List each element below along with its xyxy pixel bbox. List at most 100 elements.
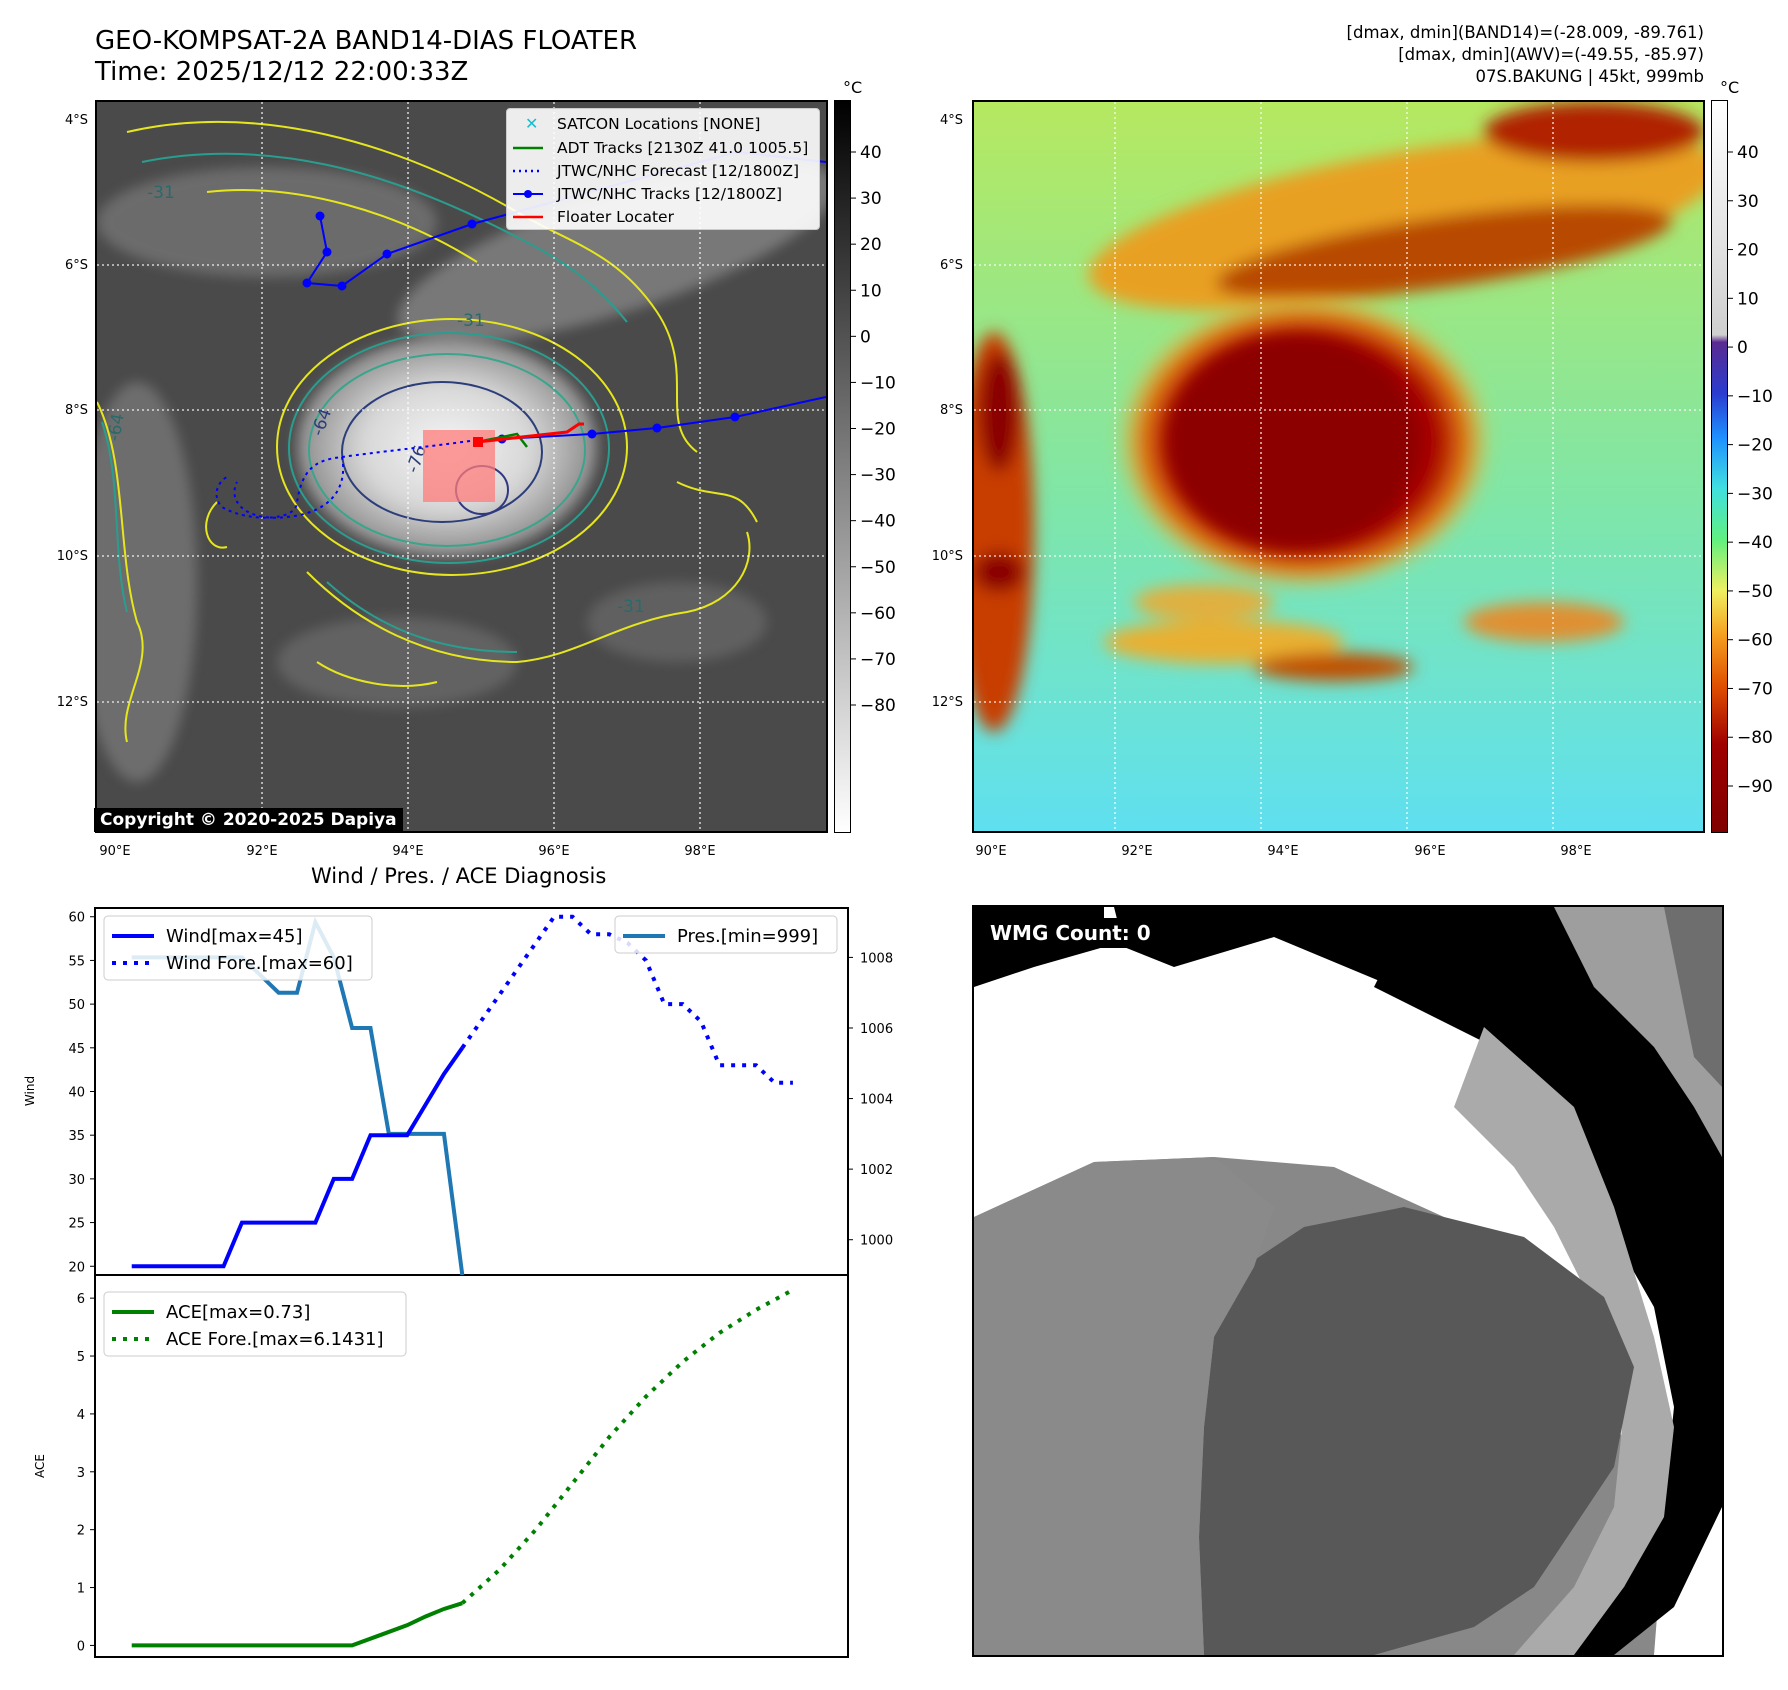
wind-legend	[103, 915, 373, 981]
lat-label: 12°S	[57, 695, 88, 710]
contour-label: -31	[617, 597, 645, 617]
wind-axis-tick-label: 25	[68, 1217, 85, 1232]
floater-locater-line[interactable]	[476, 422, 584, 444]
gray-tick-label: −10	[860, 373, 896, 393]
wind-axis-tick-label: 35	[68, 1129, 85, 1144]
gray-colorbar-unit: °C	[843, 78, 863, 97]
color-colorbar	[1711, 100, 1728, 833]
wind-axis-tick-label: 60	[68, 911, 85, 926]
legend-forecast: JTWC/NHC Forecast [12/1800Z]	[556, 162, 799, 180]
color-map-svg	[974, 102, 1703, 831]
color-tick-label: −30	[1737, 484, 1773, 504]
contour-label: -31	[147, 183, 175, 203]
contour-label: -64	[104, 412, 129, 443]
ace-line[interactable]	[131, 1601, 463, 1648]
lat-label-right: 10°S	[932, 549, 963, 564]
color-tick-label: 0	[1737, 338, 1748, 358]
map-legend-svg: ✕ SATCON Locations [NONE] ADT Tracks [21…	[513, 114, 808, 226]
wmg-count-badge: WMG Count: 0	[982, 918, 1159, 948]
wmg-panel[interactable]	[972, 905, 1724, 1657]
lon-label-right: 94°E	[1267, 844, 1298, 859]
gray-tick-label: −60	[860, 604, 896, 624]
lon-label-right: 90°E	[975, 844, 1006, 859]
wind-axis-tick-label: 40	[68, 1086, 85, 1101]
wind-axis-tick-label: 50	[68, 998, 85, 1013]
map-legend: ✕ SATCON Locations [NONE] ADT Tracks [21…	[506, 108, 820, 230]
gray-tick-label: 20	[860, 235, 882, 255]
lat-label-right: 12°S	[932, 695, 963, 710]
color-tick-label: −90	[1737, 777, 1773, 797]
svg-text:✕: ✕	[525, 114, 538, 133]
ace-axis-tick-label: 4	[77, 1408, 85, 1423]
color-tick-label: 10	[1737, 289, 1759, 309]
ace-axis-tick-label: 0	[77, 1639, 85, 1654]
title-satellite: GEO-KOMPSAT-2A BAND14-DIAS FLOATER	[95, 26, 638, 56]
lon-label-right: 92°E	[1121, 844, 1152, 859]
diagnosis-chart[interactable]: 202530354045505560Wind100010021004100610…	[0, 900, 900, 1690]
color-tick-label: −20	[1737, 436, 1773, 456]
gray-tick-label: 40	[860, 143, 882, 163]
legend-tracks: JTWC/NHC Tracks [12/1800Z]	[556, 185, 782, 203]
contour-label: -31	[457, 311, 485, 331]
ace-forecast-line[interactable]	[460, 1288, 794, 1605]
legend-floater: Floater Locater	[557, 208, 675, 226]
gray-colorbar	[834, 100, 851, 833]
gray-tick-label: −50	[860, 558, 896, 578]
band14-range: [dmax, dmin](BAND14)=(-28.009, -89.761)	[1346, 23, 1704, 42]
pressure-legend-label: Pres.[min=999]	[677, 926, 818, 947]
color-tick-label: 40	[1737, 143, 1759, 163]
color-map-panel[interactable]	[972, 100, 1705, 833]
lon-label: 98°E	[684, 844, 715, 859]
copyright-badge: Copyright © 2020-2025 Dapiya	[94, 808, 403, 832]
gray-tick-label: 0	[860, 327, 871, 347]
ace-legend-label: ACE[max=0.73]	[166, 1302, 310, 1323]
ace-legend-label: ACE Fore.[max=6.1431]	[166, 1329, 384, 1350]
color-tick-label: 20	[1737, 241, 1759, 261]
pressure-axis-tick-label: 1002	[860, 1163, 893, 1178]
gray-colorbar-ticks: 40 30 20 10 0 −10 −20 −30 −40 −50 −60 −70 −80	[851, 143, 896, 716]
color-tick-label: 30	[1737, 192, 1759, 212]
gray-tick-label: 10	[860, 281, 882, 301]
wind-legend-label: Wind Fore.[max=60]	[166, 953, 353, 974]
forecast-track[interactable]	[215, 439, 478, 519]
color-colorbar-unit: °C	[1720, 78, 1740, 97]
pressure-axis-tick-label: 1000	[860, 1234, 893, 1249]
pressure-legend	[614, 915, 838, 954]
legend-satcon: SATCON Locations [NONE]	[557, 115, 760, 133]
gray-tick-label: −80	[860, 696, 896, 716]
ace-axis-tick-label: 5	[77, 1350, 85, 1365]
lat-label-right: 4°S	[940, 113, 963, 128]
title-time: Time: 2025/12/12 22:00:33Z	[95, 57, 469, 87]
ace-axis-label: ACE	[33, 1454, 47, 1478]
wind-line[interactable]	[131, 1046, 464, 1269]
wind-axis-tick-label: 20	[68, 1260, 85, 1275]
pressure-axis-tick-label: 1008	[860, 951, 893, 966]
lon-label-right: 96°E	[1414, 844, 1445, 859]
lon-label: 90°E	[99, 844, 130, 859]
color-tick-label: −70	[1737, 679, 1773, 699]
pressure-line[interactable]	[131, 916, 465, 1276]
lat-label-right: 6°S	[940, 258, 963, 273]
color-tick-label: −50	[1737, 582, 1773, 602]
wind-axis-tick-label: 30	[68, 1173, 85, 1188]
pressure-axis-tick-label: 1006	[860, 1022, 893, 1037]
ace-axis-tick-label: 2	[77, 1524, 85, 1539]
gray-tick-label: 30	[860, 189, 882, 209]
pressure-axis-tick-label: 1004	[860, 1093, 893, 1108]
legend-adt: ADT Tracks [2130Z 41.0 1005.5]	[557, 139, 808, 157]
figure-title: GEO-KOMPSAT-2A BAND14-DIAS FLOATER Time:…	[95, 26, 637, 88]
lat-label: 4°S	[65, 113, 88, 128]
wind-axis-tick-label: 45	[68, 1042, 85, 1057]
color-tick-label: −40	[1737, 533, 1773, 553]
color-tick-label: −10	[1737, 387, 1773, 407]
gray-tick-label: −30	[860, 466, 896, 486]
ace-axes-frame	[94, 1274, 849, 1658]
color-map-gridlines	[974, 102, 1703, 831]
lat-label: 6°S	[65, 258, 88, 273]
lon-label: 96°E	[538, 844, 569, 859]
ace-axis-tick-label: 3	[77, 1466, 85, 1481]
wind-legend-label: Wind[max=45]	[166, 926, 303, 947]
storm-info: [dmax, dmin](BAND14)=(-28.009, -89.761) …	[1347, 22, 1704, 88]
awv-range: [dmax, dmin](AWV)=(-49.55, -85.97)	[1398, 45, 1704, 64]
ace-axis-tick-label: 1	[77, 1582, 85, 1597]
